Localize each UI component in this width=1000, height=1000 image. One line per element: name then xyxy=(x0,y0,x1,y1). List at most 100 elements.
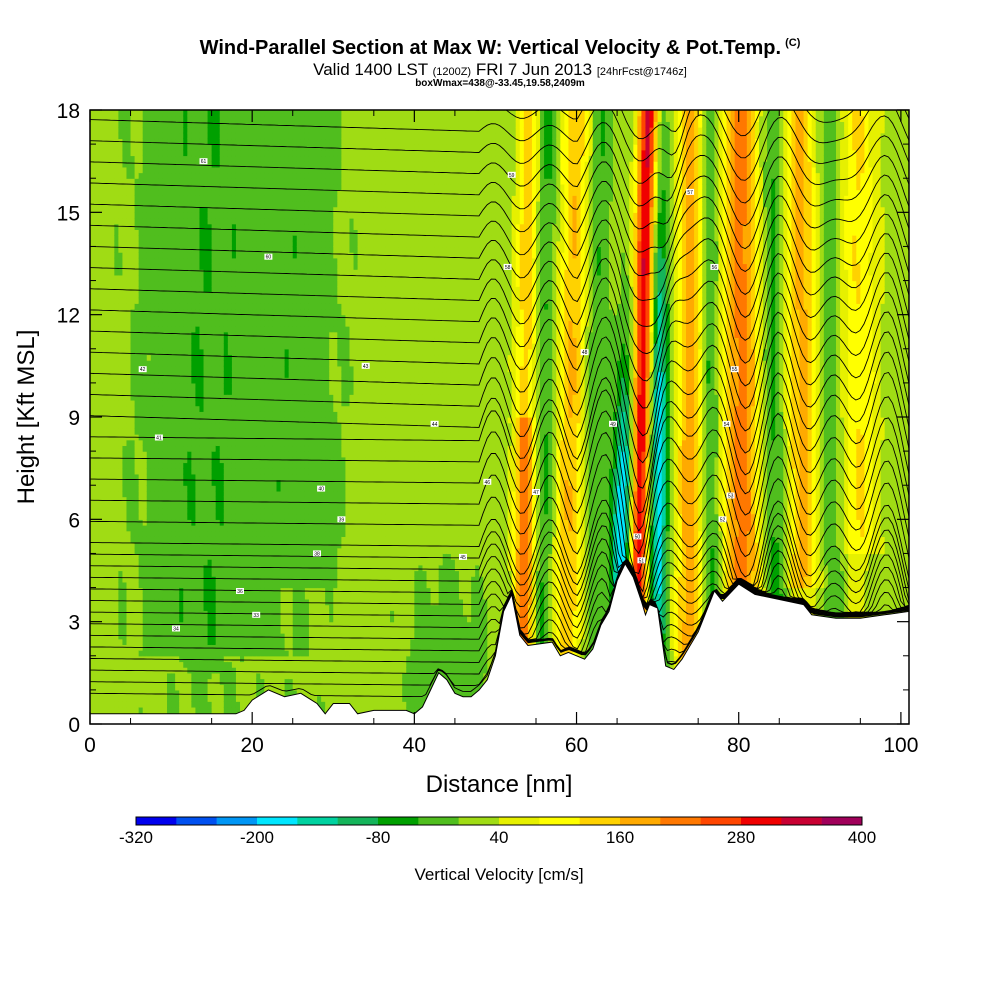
field-cell xyxy=(98,258,103,264)
field-cell xyxy=(167,571,172,577)
field-cell xyxy=(131,491,136,497)
field-cell xyxy=(122,701,127,707)
field-cell xyxy=(195,337,200,343)
field-cell xyxy=(187,542,192,548)
field-cell xyxy=(212,252,217,258)
field-cell xyxy=(216,281,221,287)
field-cell xyxy=(252,366,257,372)
field-cell xyxy=(195,195,200,201)
field-cell xyxy=(248,372,253,378)
field-cell xyxy=(110,155,115,161)
field-cell xyxy=(204,258,209,264)
field-cell xyxy=(224,360,229,366)
field-cell xyxy=(159,684,164,690)
field-cell xyxy=(102,389,107,395)
field-cell xyxy=(252,531,257,537)
field-cell xyxy=(264,633,269,639)
field-cell xyxy=(114,428,119,434)
field-cell xyxy=(135,531,140,537)
field-cell xyxy=(183,406,188,412)
field-cell xyxy=(248,451,253,457)
field-cell xyxy=(147,383,152,389)
field-cell xyxy=(220,354,225,360)
field-cell xyxy=(256,264,261,270)
field-cell xyxy=(139,173,144,179)
field-cell xyxy=(155,696,160,702)
field-cell xyxy=(131,616,136,622)
field-cell xyxy=(163,451,168,457)
field-cell xyxy=(256,468,261,474)
field-cell xyxy=(240,548,245,554)
field-cell xyxy=(216,116,221,122)
field-cell xyxy=(126,588,131,594)
field-cell xyxy=(163,514,168,520)
field-cell xyxy=(183,389,188,395)
field-cell xyxy=(94,633,99,639)
field-cell xyxy=(244,571,249,577)
field-cell xyxy=(240,627,245,633)
field-cell xyxy=(135,661,140,667)
field-cell xyxy=(135,286,140,292)
field-cell xyxy=(248,514,253,520)
field-cell xyxy=(216,406,221,412)
field-cell xyxy=(195,684,200,690)
field-cell xyxy=(114,462,119,468)
field-cell xyxy=(268,150,273,156)
field-cell xyxy=(199,565,204,571)
field-cell xyxy=(102,167,107,173)
field-cell xyxy=(183,696,188,702)
field-cell xyxy=(110,320,115,326)
field-cell xyxy=(131,428,136,434)
field-cell xyxy=(264,644,269,650)
field-cell xyxy=(240,701,245,707)
field-cell xyxy=(224,281,229,287)
field-cell xyxy=(191,178,196,184)
field-cell xyxy=(260,661,265,667)
field-cell xyxy=(208,258,213,264)
field-cell xyxy=(155,383,160,389)
field-cell xyxy=(195,229,200,235)
field-cell xyxy=(110,315,115,321)
field-cell xyxy=(94,110,99,116)
field-cell xyxy=(171,184,176,190)
field-cell xyxy=(244,372,249,378)
field-cell xyxy=(135,173,140,179)
field-cell xyxy=(195,525,200,531)
field-cell xyxy=(143,229,148,235)
field-cell xyxy=(208,536,213,542)
field-cell xyxy=(102,684,107,690)
field-cell xyxy=(212,445,217,451)
field-cell xyxy=(199,684,204,690)
field-cell xyxy=(171,480,176,486)
field-cell xyxy=(159,593,164,599)
field-cell xyxy=(126,178,131,184)
field-cell xyxy=(171,155,176,161)
field-cell xyxy=(131,258,136,264)
field-cell xyxy=(260,633,265,639)
field-cell xyxy=(268,349,273,355)
field-cell xyxy=(252,275,257,281)
field-cell xyxy=(208,121,213,127)
field-cell xyxy=(256,639,261,645)
field-cell xyxy=(232,491,237,497)
field-cell xyxy=(232,383,237,389)
field-cell xyxy=(106,627,111,633)
field-cell xyxy=(183,383,188,389)
field-cell xyxy=(175,258,180,264)
field-cell xyxy=(260,133,265,139)
field-cell xyxy=(131,281,136,287)
field-cell xyxy=(179,360,184,366)
field-cell xyxy=(179,235,184,241)
field-cell xyxy=(131,605,136,611)
field-cell xyxy=(159,491,164,497)
field-cell xyxy=(212,229,217,235)
field-cell xyxy=(143,576,148,582)
field-cell xyxy=(102,508,107,514)
field-cell xyxy=(236,110,241,116)
field-cell xyxy=(272,178,277,184)
field-cell xyxy=(110,599,115,605)
field-cell xyxy=(268,144,273,150)
field-cell xyxy=(151,519,156,525)
field-cell xyxy=(183,508,188,514)
field-cell xyxy=(183,372,188,378)
